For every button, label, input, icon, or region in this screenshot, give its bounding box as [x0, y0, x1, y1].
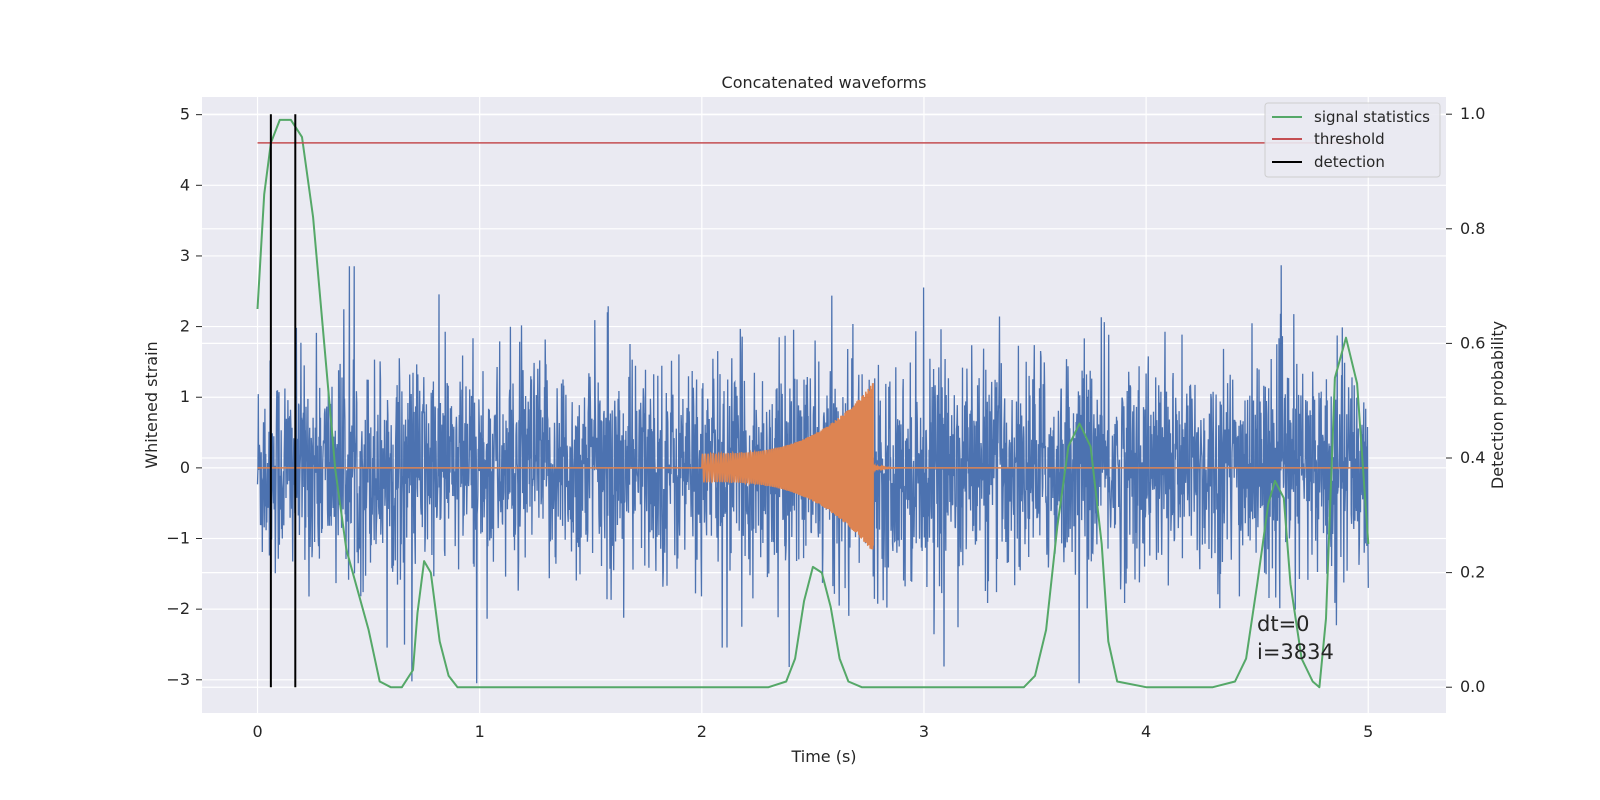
y-tick-label: 3 [180, 246, 190, 265]
y-tick-label: 4 [180, 175, 190, 194]
legend-label-signal-statistics: signal statistics [1314, 108, 1430, 126]
y-tick-label: −1 [166, 529, 190, 548]
y-right-tick-label: 0.2 [1460, 563, 1485, 582]
y-right-tick-label: 0.6 [1460, 333, 1485, 352]
x-axis-label: Time (s) [790, 747, 856, 766]
y-tick-label: 5 [180, 105, 190, 124]
y-tick-label: 1 [180, 387, 190, 406]
legend-label-detection: detection [1314, 153, 1385, 171]
series-signal-statistics [256, 118, 1370, 689]
x-tick-label: 2 [697, 722, 707, 741]
y-tick-label: 2 [180, 317, 190, 336]
legend: signal statistics threshold detection [1264, 102, 1441, 178]
legend-box [1264, 102, 1441, 178]
x-tick-label: 3 [919, 722, 929, 741]
y-tick-label: 0 [180, 458, 190, 477]
y-axis-label: Whitened strain [142, 341, 161, 468]
y-right-tick-label: 1.0 [1460, 104, 1485, 123]
series-strain [256, 265, 1369, 684]
ticks: 0 1 2 3 4 5 −3 −2 −1 0 1 2 3 4 5 0.0 0.2 0.4 0.6 0.8 1.0 [166, 104, 1485, 741]
x-tick-label: 1 [475, 722, 485, 741]
series-injected-signal [257, 383, 1369, 550]
annotation-dt: dt=0 [1257, 612, 1310, 636]
y-right-tick-label: 0.0 [1460, 677, 1485, 696]
y-right-tick-label: 0.4 [1460, 448, 1485, 467]
strain-line [256, 265, 1369, 684]
y-tick-label: −2 [166, 599, 190, 618]
y-axis-right-label: Detection probability [1488, 321, 1507, 489]
legend-label-threshold: threshold [1314, 130, 1385, 148]
x-tick-label: 0 [252, 722, 262, 741]
annotation-i: i=3834 [1257, 640, 1334, 664]
x-tick-label: 4 [1141, 722, 1151, 741]
x-tick-label: 5 [1363, 722, 1373, 741]
signal-statistics-line [256, 118, 1370, 689]
y-right-tick-label: 0.8 [1460, 219, 1485, 238]
y-tick-label: −3 [166, 670, 190, 689]
chart-title: Concatenated waveforms [722, 73, 927, 92]
series-detection [269, 114, 297, 688]
